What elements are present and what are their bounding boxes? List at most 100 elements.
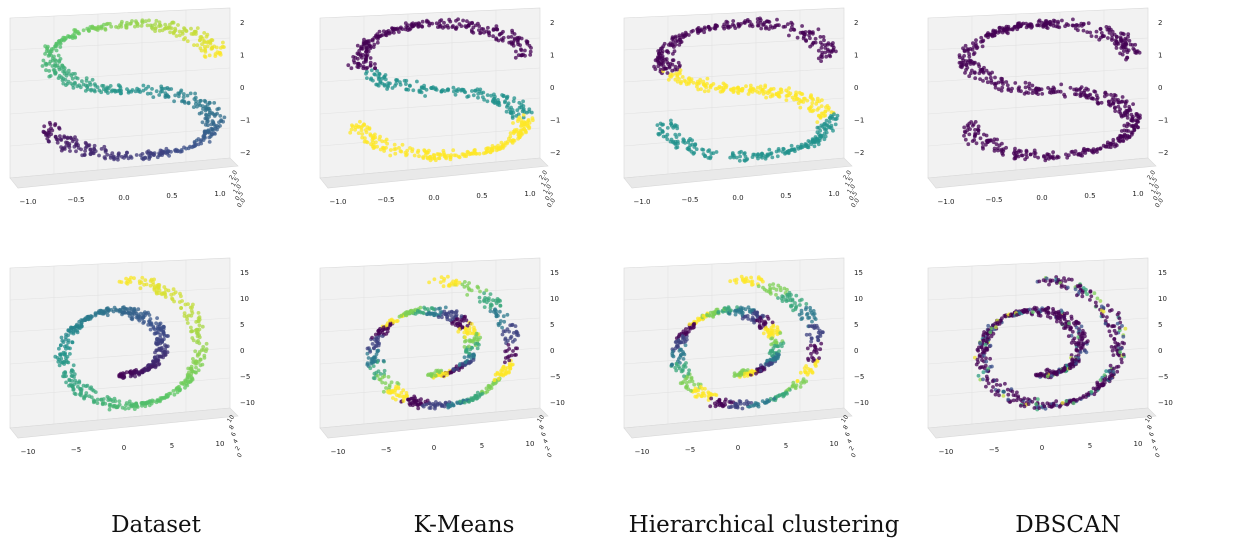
- data-point: [376, 343, 381, 348]
- data-point: [91, 388, 96, 393]
- data-point: [377, 29, 382, 34]
- data-point: [414, 21, 418, 26]
- data-point: [756, 23, 761, 28]
- data-point: [395, 381, 400, 385]
- data-point: [353, 127, 357, 132]
- grid-line: [319, 67, 541, 83]
- data-point: [528, 53, 533, 57]
- data-point: [1123, 100, 1128, 104]
- data-point: [678, 68, 683, 73]
- data-point: [124, 403, 128, 408]
- data-point: [381, 325, 386, 330]
- data-point: [202, 98, 207, 103]
- data-point: [389, 380, 394, 385]
- data-point: [1062, 276, 1066, 280]
- data-point: [681, 350, 685, 354]
- data-point: [695, 27, 700, 32]
- data-point: [477, 24, 481, 28]
- y-tick-label: 0.5: [544, 190, 555, 202]
- data-point: [119, 280, 124, 284]
- data-point: [498, 309, 502, 314]
- x-tick-label: −1.0: [634, 198, 651, 206]
- grid-line: [9, 67, 231, 83]
- data-point: [740, 316, 745, 321]
- data-point: [108, 21, 112, 26]
- data-point: [101, 84, 106, 88]
- data-point: [661, 67, 666, 71]
- data-point: [221, 119, 226, 124]
- data-point: [701, 79, 706, 84]
- data-point: [438, 310, 443, 314]
- data-point: [798, 303, 802, 307]
- data-point: [222, 115, 227, 120]
- data-point: [776, 283, 781, 288]
- data-point: [147, 155, 152, 160]
- grid-line: [9, 287, 231, 301]
- data-point: [676, 345, 680, 349]
- x-tick-label: −10: [939, 448, 954, 456]
- data-point: [207, 115, 211, 119]
- data-point: [787, 33, 791, 38]
- data-point: [800, 24, 804, 28]
- data-point: [459, 314, 464, 318]
- data-point: [127, 399, 132, 404]
- data-point: [135, 21, 140, 26]
- data-point: [416, 403, 420, 407]
- data-point: [493, 94, 497, 99]
- data-point: [679, 353, 683, 357]
- data-point: [397, 30, 401, 34]
- data-point: [71, 363, 76, 368]
- data-point: [118, 23, 122, 28]
- data-point: [442, 20, 446, 25]
- data-point: [83, 89, 88, 93]
- y-tick-label: 0.0: [546, 197, 557, 209]
- data-point: [437, 22, 442, 27]
- data-point: [380, 139, 384, 144]
- data-point: [516, 40, 520, 45]
- data-point: [446, 402, 451, 407]
- data-point: [746, 317, 751, 321]
- data-point: [196, 311, 201, 315]
- data-point: [133, 89, 138, 94]
- floor-pane: [9, 157, 239, 189]
- data-point: [1033, 154, 1037, 159]
- data-point: [192, 43, 196, 47]
- data-point: [509, 35, 514, 39]
- data-point: [467, 399, 472, 404]
- data-point: [509, 138, 513, 143]
- data-point: [742, 374, 747, 379]
- data-point: [53, 43, 58, 48]
- data-point: [57, 363, 62, 368]
- data-point: [793, 301, 797, 305]
- data-point: [47, 74, 52, 79]
- data-point: [496, 376, 501, 381]
- data-point: [467, 21, 472, 26]
- data-point: [810, 324, 815, 329]
- grid-line: [623, 127, 845, 147]
- data-point: [1062, 92, 1066, 97]
- data-point: [1098, 146, 1103, 151]
- data-point: [104, 88, 109, 93]
- data-point: [193, 370, 198, 374]
- data-point: [973, 41, 978, 46]
- data-point: [201, 348, 206, 352]
- floor-pane: [319, 407, 549, 439]
- data-point: [788, 91, 793, 96]
- data-point: [507, 347, 512, 351]
- z-tick-label: 1: [1158, 52, 1162, 60]
- data-point: [372, 42, 377, 47]
- data-point: [158, 321, 163, 326]
- data-point: [365, 65, 370, 70]
- data-point: [752, 320, 756, 325]
- x-tick-label: 0.5: [780, 192, 791, 200]
- data-point: [432, 277, 437, 282]
- data-point: [516, 37, 521, 42]
- data-point: [404, 394, 409, 399]
- data-point: [706, 89, 711, 93]
- x-tick-label: 1.0: [214, 190, 225, 198]
- data-point: [512, 36, 517, 41]
- data-point: [71, 33, 75, 38]
- data-point: [81, 28, 86, 33]
- data-point: [1123, 326, 1128, 331]
